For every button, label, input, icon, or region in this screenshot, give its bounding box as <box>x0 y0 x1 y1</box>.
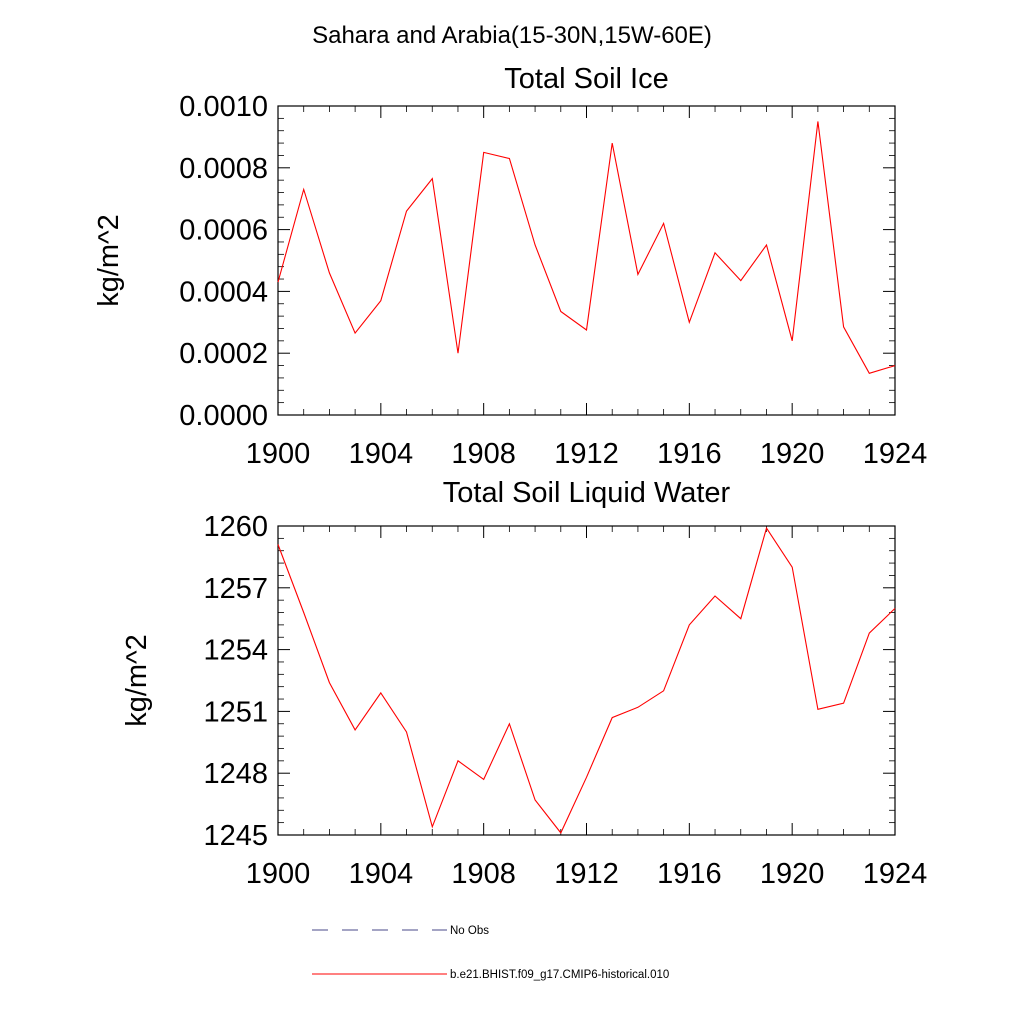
y-tick-label: 1260 <box>203 511 268 543</box>
x-tick-label: 1920 <box>760 438 825 470</box>
x-tick-label: 1916 <box>657 438 722 470</box>
plot-frame <box>277 525 896 836</box>
y-tick-label: 0.0006 <box>179 215 268 247</box>
x-tick-label: 1912 <box>554 438 619 470</box>
y-tick-label: 1254 <box>203 635 268 667</box>
legend-item-1: No Obs <box>312 925 489 937</box>
y-tick-label: 1257 <box>203 573 268 605</box>
y-tick-label: 0.0000 <box>179 400 268 432</box>
x-tick-label: 1904 <box>349 858 414 890</box>
x-tick-label: 1912 <box>554 858 619 890</box>
x-tick-label: 1900 <box>246 858 311 890</box>
chart-panel-1: Total Soil Ice kg/m^2 1900 1904 1908 1912 1916… <box>93 63 927 470</box>
panel-title: Total Soil Ice <box>504 63 668 95</box>
y-tick-label: 1245 <box>203 820 268 852</box>
plots: Total Soil Ice kg/m^2 1900 1904 1908 1912 1916… <box>93 63 927 890</box>
y-tick-label: 0.0004 <box>179 276 268 308</box>
x-tick-label: 1916 <box>657 858 722 890</box>
y-tick-label: 0.0002 <box>179 338 268 370</box>
x-tick-label: 1924 <box>863 438 928 470</box>
y-axis-label: kg/m^2 <box>93 214 125 307</box>
y-tick-label: 1251 <box>203 696 268 728</box>
chart-panel-2: Total Soil Liquid Water kg/m^2 1900 1904 190… <box>121 477 927 890</box>
plot-frame <box>277 105 896 416</box>
y-tick-label: 0.0010 <box>179 91 268 123</box>
x-tick-label: 1908 <box>451 858 516 890</box>
legend: No Obs b.e21.BHIST.f09_g17.CMIP6-historic… <box>312 925 669 981</box>
y-axis-label: kg/m^2 <box>121 634 153 727</box>
x-tick-label: 1908 <box>451 438 516 470</box>
x-tick-label: 1900 <box>246 438 311 470</box>
x-tick-label: 1924 <box>863 858 928 890</box>
y-tick-label: 0.0008 <box>179 153 268 185</box>
series-line-1 <box>277 526 896 834</box>
legend-label: b.e21.BHIST.f09_g17.CMIP6-historical.010 <box>450 969 669 981</box>
legend-label: No Obs <box>450 925 489 937</box>
figure-title: Sahara and Arabia(15-30N,15W-60E) <box>312 22 712 49</box>
panel-title: Total Soil Liquid Water <box>443 477 731 509</box>
legend-item-2: b.e21.BHIST.f09_g17.CMIP6-historical.010 <box>312 969 669 981</box>
x-tick-label: 1920 <box>760 858 825 890</box>
x-tick-label: 1904 <box>349 438 414 470</box>
y-tick-label: 1248 <box>203 758 268 790</box>
series-line-1 <box>277 121 896 374</box>
